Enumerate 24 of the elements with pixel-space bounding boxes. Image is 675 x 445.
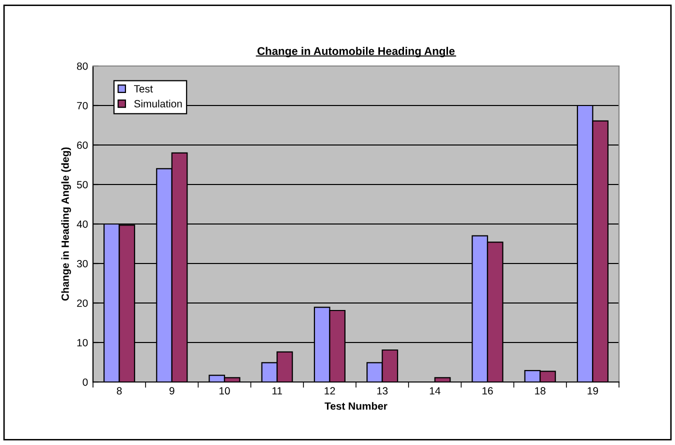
y-tick-label: 80 [77,62,88,70]
y-tick-label: 70 [77,102,88,110]
x-tick-label: 18 [535,387,546,395]
y-tick-label: 0 [82,378,88,386]
x-axis-title: Test Number [324,402,388,410]
x-tick-label: 13 [377,387,388,395]
x-tick-label: 16 [482,387,493,395]
x-tick-label: 8 [116,387,122,395]
y-axis-title: Change in Heading Angle (deg) [61,147,71,301]
y-tick-label: 50 [76,181,88,188]
x-tick-label: 10 [220,387,230,395]
x-tick-label: 11 [272,387,282,394]
y-tick-label: 60 [77,142,88,149]
legend-label: Test [134,85,153,93]
y-tick-label: 20 [77,300,88,307]
x-tick-label: 12 [324,387,335,394]
chart-title: Change in Automobile Heading Angle [257,46,455,58]
y-tick-label: 10 [77,339,88,346]
x-tick-label: 9 [169,387,174,395]
y-tick-label: 40 [76,220,88,228]
x-tick-label: 19 [588,387,598,395]
x-tick-label: 14 [430,387,440,394]
legend-label: Simulation [134,100,182,108]
y-tick-label: 30 [76,260,88,268]
